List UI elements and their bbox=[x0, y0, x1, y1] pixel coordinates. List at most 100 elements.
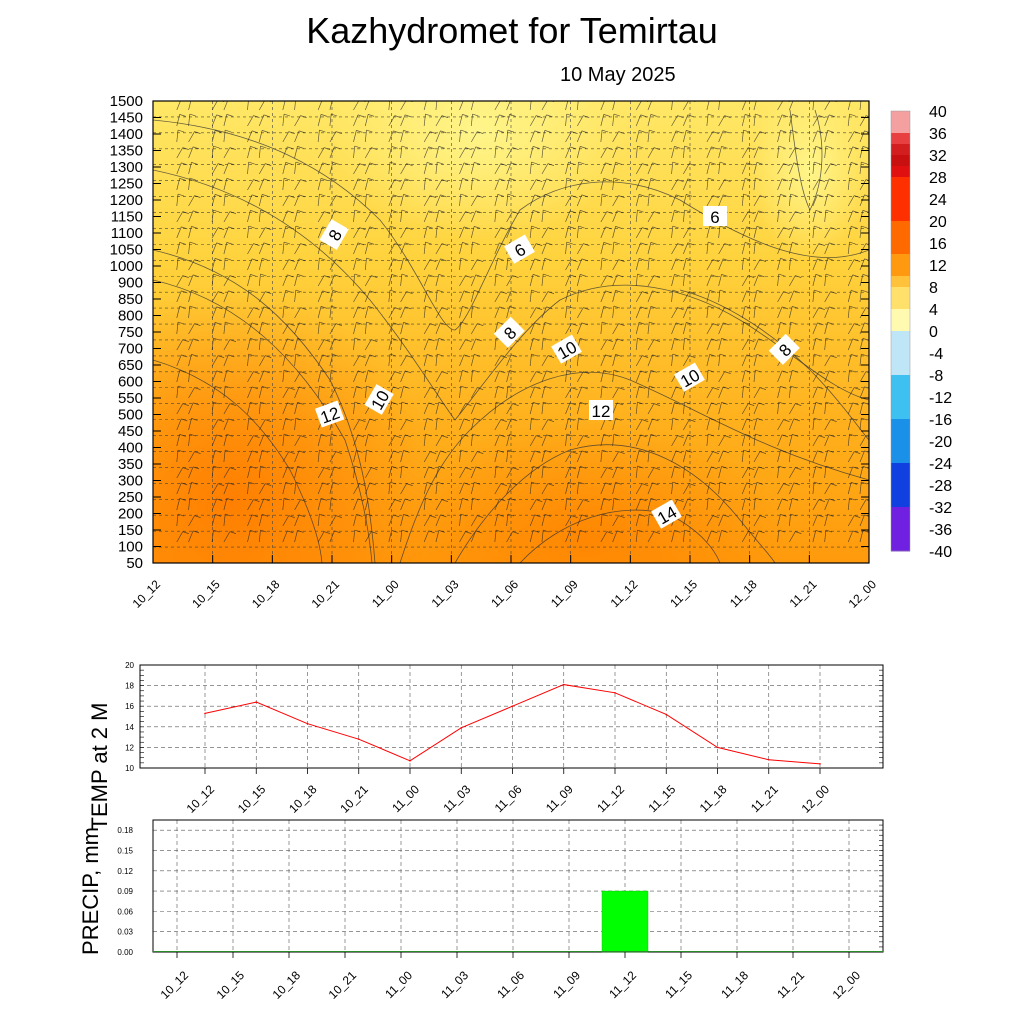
wind-barb bbox=[353, 210, 356, 223]
heatmap-y-tick-label: 200 bbox=[118, 506, 143, 523]
wind-barb-flag bbox=[334, 210, 341, 214]
wind-barb-flag bbox=[298, 194, 306, 198]
wind-barb-flag bbox=[583, 243, 590, 246]
colorbar-swatch bbox=[891, 122, 910, 134]
temp-y-tick-label: 14 bbox=[125, 723, 134, 732]
heatmap-y-tick-label: 700 bbox=[118, 341, 143, 358]
wind-barb-flag bbox=[649, 257, 656, 261]
colorbar-tick-label: 28 bbox=[929, 170, 947, 187]
wind-barb bbox=[247, 530, 251, 543]
wind-barb-flag bbox=[320, 498, 328, 501]
wind-barb-flag bbox=[583, 179, 590, 182]
wind-barb-flag bbox=[428, 338, 435, 342]
wind-barb-flag bbox=[335, 131, 343, 134]
wind-barb bbox=[388, 146, 393, 159]
wind-barb bbox=[176, 531, 184, 543]
colorbar-swatch bbox=[891, 353, 910, 365]
wind-barb bbox=[565, 515, 572, 527]
wind-barb-flag bbox=[638, 514, 646, 517]
wind-barb-flag bbox=[177, 321, 185, 325]
wind-barb-flag bbox=[404, 242, 412, 246]
wind-barb-flag bbox=[265, 227, 272, 230]
wind-barb-flag bbox=[793, 354, 800, 358]
wind-barb bbox=[400, 227, 407, 239]
colorbar-swatch bbox=[891, 518, 910, 530]
wind-barb bbox=[824, 178, 830, 191]
wind-barb-flag bbox=[781, 242, 789, 246]
wind-barb-flag bbox=[283, 241, 291, 245]
wind-barb bbox=[353, 306, 359, 319]
wind-barb-flag bbox=[780, 194, 787, 197]
isotherm-line bbox=[789, 109, 823, 211]
wind-barb bbox=[753, 290, 758, 303]
wind-barb-flag bbox=[368, 242, 375, 245]
wind-barb-flag bbox=[324, 531, 331, 534]
wind-barb bbox=[435, 499, 443, 511]
wind-barb bbox=[647, 322, 650, 335]
wind-barb bbox=[576, 482, 579, 495]
wind-barb-flag bbox=[815, 530, 822, 533]
wind-barb-flag bbox=[430, 451, 437, 454]
wind-barb-flag bbox=[712, 387, 719, 390]
wind-barb bbox=[258, 227, 266, 239]
wind-barb-flag bbox=[543, 465, 550, 469]
wind-barb-flag bbox=[472, 113, 479, 117]
wind-barb bbox=[435, 338, 440, 351]
wind-barb bbox=[364, 306, 369, 319]
wind-barb bbox=[211, 227, 219, 239]
wind-barb bbox=[388, 307, 396, 319]
wind-barb bbox=[353, 163, 360, 175]
wind-barb bbox=[541, 291, 549, 303]
wind-barb bbox=[247, 290, 250, 303]
wind-barb bbox=[788, 322, 791, 335]
wind-barb-flag bbox=[465, 339, 472, 342]
colorbar-tick-label: -12 bbox=[929, 390, 952, 407]
wind-barb bbox=[529, 402, 534, 415]
wind-barb bbox=[423, 434, 426, 447]
wind-barb bbox=[753, 195, 761, 207]
wind-barb bbox=[576, 386, 583, 399]
wind-barb-flag bbox=[759, 323, 767, 326]
wind-barb bbox=[353, 258, 357, 271]
wind-barb-flag bbox=[213, 145, 220, 149]
wind-barb-flag bbox=[674, 530, 681, 533]
wind-barb bbox=[683, 163, 690, 175]
wind-barb bbox=[612, 530, 618, 543]
wind-barb bbox=[317, 101, 323, 111]
wind-barb bbox=[176, 514, 179, 527]
wind-barb-flag bbox=[719, 225, 727, 229]
precip-x-tick-label: 10_18 bbox=[270, 968, 304, 1002]
wind-barb bbox=[600, 290, 606, 303]
colorbar-tick-label: 20 bbox=[929, 214, 947, 231]
wind-barb bbox=[470, 242, 473, 255]
wind-barb-flag bbox=[672, 481, 679, 485]
wind-barb-flag bbox=[465, 275, 472, 278]
wind-barb bbox=[847, 306, 850, 319]
wind-barb bbox=[176, 306, 181, 319]
wind-barb-flag bbox=[182, 339, 189, 342]
wind-barb-flag bbox=[319, 321, 326, 325]
wind-barb bbox=[211, 530, 214, 543]
wind-barb bbox=[859, 307, 867, 319]
wind-barb-flag bbox=[849, 241, 856, 245]
wind-barb-flag bbox=[430, 387, 437, 390]
wind-barb-flag bbox=[711, 530, 718, 534]
wind-barb bbox=[847, 195, 855, 207]
wind-barb bbox=[612, 354, 616, 367]
wind-barb-flag bbox=[640, 114, 647, 118]
wind-barb bbox=[824, 386, 828, 399]
wind-barb bbox=[529, 338, 534, 351]
wind-barb-flag bbox=[719, 289, 727, 293]
wind-barb-flag bbox=[650, 306, 657, 309]
wind-barb bbox=[223, 370, 228, 383]
wind-barb-flag bbox=[287, 210, 294, 214]
wind-barb bbox=[600, 242, 605, 255]
wind-barb-flag bbox=[583, 435, 590, 438]
wind-barb-flag bbox=[248, 289, 255, 293]
wind-barb bbox=[435, 435, 443, 447]
wind-barb bbox=[671, 179, 678, 191]
wind-barb bbox=[635, 163, 643, 175]
wind-barb-flag bbox=[851, 98, 857, 100]
wind-barb-flag bbox=[497, 386, 504, 389]
wind-barb-flag bbox=[653, 467, 661, 470]
